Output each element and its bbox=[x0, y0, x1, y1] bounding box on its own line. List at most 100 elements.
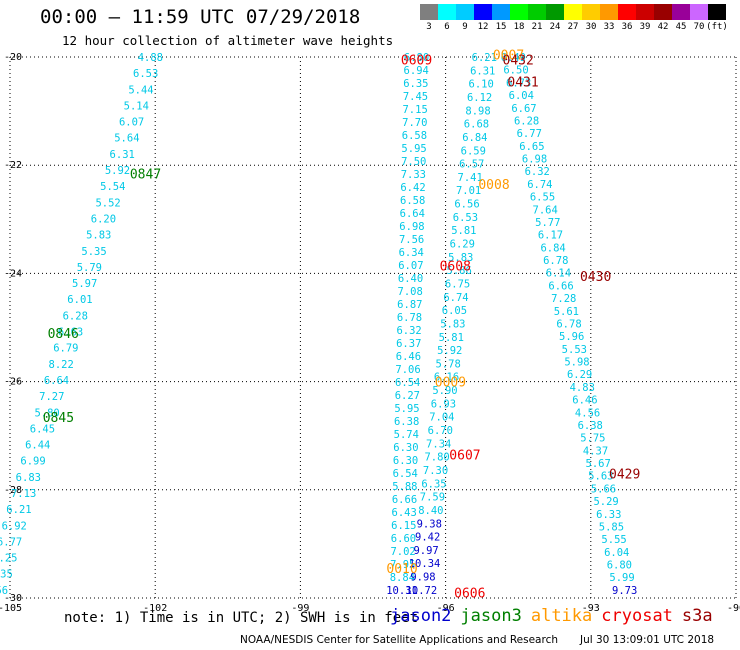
wave-height-reading: 6.99 bbox=[20, 456, 45, 468]
wave-height-reading: 5.35 bbox=[81, 246, 106, 258]
wave-height-reading: 5.79 bbox=[77, 262, 102, 274]
colorbar-label: 24 bbox=[549, 22, 561, 32]
wave-height-reading: 6.67 bbox=[511, 103, 536, 115]
lon-tick-label: -96 bbox=[437, 603, 455, 614]
colorbar-label: 70 bbox=[693, 22, 705, 32]
wave-height-reading: 6.60 bbox=[391, 533, 416, 545]
wave-height-reading: 6.31 bbox=[110, 149, 135, 161]
colorbar-label: 21 bbox=[531, 22, 543, 32]
colorbar-swatch bbox=[618, 4, 636, 20]
pass-time-label: 0606 bbox=[454, 587, 485, 602]
wave-height-reading: 6.34 bbox=[399, 247, 424, 259]
satellite-legend-altika: altika bbox=[530, 606, 593, 626]
wave-height-reading: 4.56 bbox=[575, 407, 600, 419]
colorbar-swatch bbox=[654, 4, 672, 20]
colorbar-label: 3 bbox=[426, 22, 432, 32]
wave-height-reading: 6.07 bbox=[119, 117, 144, 129]
wave-height-reading: 6.20 bbox=[91, 213, 116, 225]
wave-height-reading: 6.14 bbox=[546, 268, 571, 280]
wave-height-reading: 6.74 bbox=[443, 292, 468, 304]
wave-height-reading: 7.27 bbox=[39, 391, 64, 403]
wave-height-reading: 7.25 bbox=[0, 553, 18, 565]
colorbar-label: 15 bbox=[495, 22, 507, 32]
wave-height-reading: 6.29 bbox=[567, 369, 592, 381]
pass-time-label: 0431 bbox=[507, 75, 538, 90]
wave-readings: 4.88 6.53 5.44 5.14 6.07 5.64 6.31 5.92 5.54 5.52… bbox=[0, 52, 637, 597]
pass-time-label: 0609 bbox=[401, 54, 432, 69]
map-grid bbox=[9, 56, 737, 599]
satellite-legend: jason2 jason3 altika cryosat s3a bbox=[390, 606, 722, 626]
wave-height-reading: 6.68 bbox=[464, 119, 489, 131]
wave-height-reading: 6.45 bbox=[30, 423, 55, 435]
lon-tick-label: -93 bbox=[582, 603, 600, 614]
wave-height-reading: 6.80 bbox=[607, 560, 632, 572]
wave-height-reading: 5.14 bbox=[124, 100, 149, 112]
wave-height-reading: 5.97 bbox=[72, 278, 97, 290]
wave-height-reading: 5.81 bbox=[439, 332, 464, 344]
wave-height-reading: 6.66 bbox=[392, 494, 417, 506]
pass-time-label: 0608 bbox=[440, 259, 471, 274]
wave-height-reading: 6.35 bbox=[403, 78, 428, 90]
wave-height-reading: 7.34 bbox=[426, 438, 451, 450]
colorbar-swatch bbox=[600, 4, 618, 20]
colorbar-label: 9 bbox=[462, 22, 468, 32]
wave-height-reading: 6.98 bbox=[399, 221, 424, 233]
wave-height-reading: 6.75 bbox=[445, 278, 470, 290]
wave-height-reading: 7.28 bbox=[551, 293, 576, 305]
wave-height-reading: 7.95 bbox=[390, 559, 415, 571]
wave-height-reading: 6.28 bbox=[63, 310, 88, 322]
wave-height-reading: 6.53 bbox=[133, 68, 158, 80]
colorbar-label: 12 bbox=[477, 22, 489, 32]
wave-height-reading: 6.93 bbox=[431, 398, 456, 410]
wave-height-reading: 6.78 bbox=[543, 255, 568, 267]
wave-height-reading: 6.21 bbox=[6, 504, 31, 516]
pass-time-label: 0009 bbox=[435, 376, 466, 391]
colorbar-swatch bbox=[546, 4, 564, 20]
wave-height-reading: 5.90 bbox=[432, 385, 457, 397]
wave-height-reading: 6.49 bbox=[501, 52, 526, 64]
wave-height-reading: 7.41 bbox=[458, 172, 483, 184]
colorbar-swatch bbox=[672, 4, 690, 20]
wave-height-reading: 10.31 bbox=[386, 585, 418, 597]
lon-tick-label: -102 bbox=[143, 603, 167, 614]
wave-height-reading: 6.29 bbox=[450, 239, 475, 251]
wave-height-reading: 6.28 bbox=[514, 115, 539, 127]
wave-height-reading: 5.66 bbox=[591, 483, 616, 495]
wave-height-reading: 6.77 bbox=[0, 536, 22, 548]
wave-height-reading: 7.01 bbox=[456, 185, 481, 197]
colorbar-swatch bbox=[438, 4, 456, 20]
wave-height-reading: 7.56 bbox=[0, 585, 8, 597]
wave-height-reading: 6.92 bbox=[2, 520, 27, 532]
colorbar-swatch bbox=[456, 4, 474, 20]
wave-height-reading: 6.46 bbox=[572, 395, 597, 407]
colorbar-swatch bbox=[528, 4, 546, 20]
wave-height-reading: 6.35 bbox=[421, 478, 446, 490]
wave-height-reading: 6.37 bbox=[396, 338, 421, 350]
wave-height-reading: 6.78 bbox=[397, 312, 422, 324]
colorbar-legend bbox=[420, 4, 726, 20]
colorbar-swatch bbox=[510, 4, 528, 20]
wave-height-reading: 7.02 bbox=[390, 546, 415, 558]
wave-height-reading: 5.80 bbox=[34, 407, 59, 419]
colorbar-label: (ft) bbox=[706, 22, 728, 32]
colorbar-swatch bbox=[690, 4, 708, 20]
wave-height-reading: 6.78 bbox=[556, 318, 581, 330]
wave-height-reading: 6.79 bbox=[53, 343, 78, 355]
wave-height-reading: 6.30 bbox=[393, 442, 418, 454]
wave-height-reading: 6.59 bbox=[461, 145, 486, 157]
wave-height-reading: 5.53 bbox=[562, 344, 587, 356]
pass-time-label: 0846 bbox=[48, 327, 79, 342]
colorbar-label: 45 bbox=[675, 22, 687, 32]
wave-height-reading: 5.29 bbox=[593, 496, 618, 508]
map-title: 00:00 – 11:59 UTC 07/29/2018 bbox=[40, 6, 361, 28]
wave-height-reading: 6.15 bbox=[391, 520, 416, 532]
wave-height-reading: 10.72 bbox=[406, 585, 438, 597]
lat-tick-label: -24 bbox=[4, 268, 22, 279]
lon-tick-label: -90 bbox=[727, 603, 740, 614]
wave-height-reading: 6.65 bbox=[519, 141, 544, 153]
wave-height-reading: 6.77 bbox=[517, 128, 542, 140]
wave-height-reading: 7.13 bbox=[11, 488, 36, 500]
colorbar-label: 36 bbox=[621, 22, 633, 32]
wave-height-reading: 5.96 bbox=[559, 331, 584, 343]
wave-height-reading: 6.07 bbox=[398, 260, 423, 272]
